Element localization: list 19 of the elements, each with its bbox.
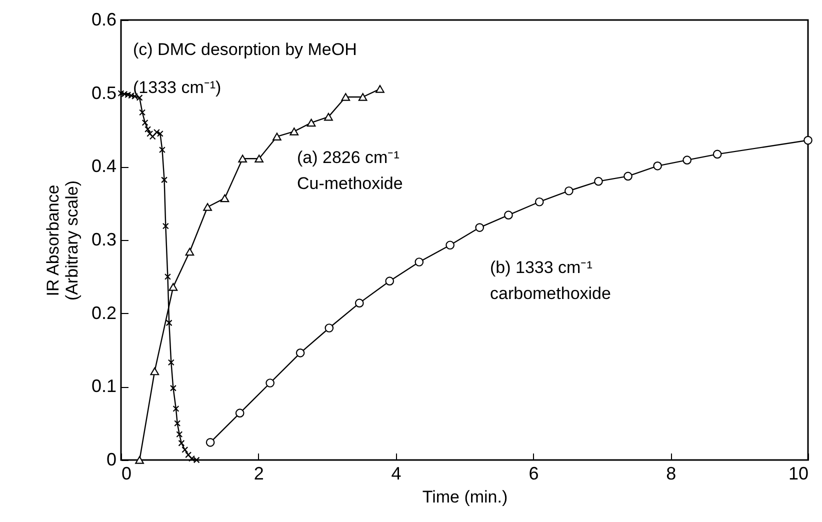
x-tick-label: 2 xyxy=(254,464,264,484)
y-tick-label: 0 xyxy=(106,450,116,470)
annotation: (a) 2826 cm⁻¹ Cu-methoxide xyxy=(297,148,403,193)
annotation: (b) 1333 cm⁻¹ carbomethoxide xyxy=(490,258,611,303)
x-tick-label: 6 xyxy=(528,464,539,484)
annotation: (c) DMC desorption by MeOH xyxy=(133,40,357,59)
y-axis-title: IR Absorbance (Arbitrary scale) xyxy=(43,180,82,300)
x-tick-label: 0 xyxy=(122,464,132,484)
annotation: (1333 cm⁻¹) xyxy=(133,78,222,97)
x-tick-label: 10 xyxy=(788,464,808,484)
y-tick-label: 0.3 xyxy=(91,230,116,250)
y-tick-label: 0.4 xyxy=(91,156,116,176)
y-tick-label: 0.5 xyxy=(91,82,116,103)
x-axis-title: Time (min.) xyxy=(422,488,508,506)
x-tick-label: 8 xyxy=(666,464,676,484)
y-tick-label: 0.1 xyxy=(91,376,116,396)
y-tick-label: 0.2 xyxy=(91,302,116,323)
y-tick-label: 0.6 xyxy=(91,10,116,30)
x-tick-label: 4 xyxy=(391,464,402,484)
